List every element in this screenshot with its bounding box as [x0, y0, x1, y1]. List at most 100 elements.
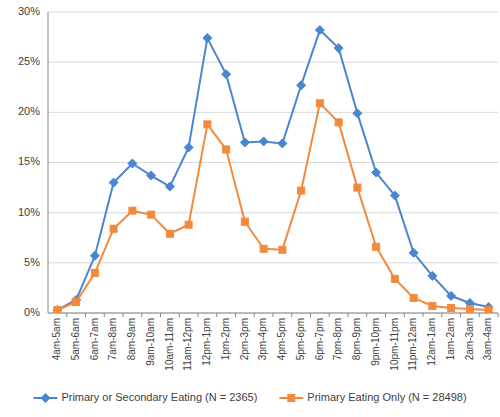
legend-label: Primary Eating Only (N = 28498)	[307, 391, 466, 403]
x-tick	[160, 313, 161, 317]
x-tick	[198, 313, 199, 317]
x-tick-label: 10pm-11pm	[389, 318, 400, 371]
grid-line	[48, 212, 498, 213]
data-point	[222, 70, 231, 79]
data-point	[223, 146, 230, 153]
data-point	[428, 271, 437, 280]
data-point	[109, 178, 118, 187]
x-tick	[104, 313, 105, 317]
data-point	[353, 109, 362, 118]
y-axis-line	[48, 12, 49, 313]
data-point	[373, 243, 380, 250]
data-point	[128, 159, 137, 168]
data-point	[147, 171, 156, 180]
x-tick	[329, 313, 330, 317]
data-point	[334, 44, 343, 53]
x-tick	[404, 313, 405, 317]
data-point	[240, 138, 249, 147]
x-tick	[460, 313, 461, 317]
x-tick-label: 4am-5am	[51, 318, 62, 360]
data-point	[429, 302, 436, 309]
data-point	[185, 221, 192, 228]
x-tick-label: 11pm-12am	[407, 318, 418, 371]
x-tick-label: 9pm-10pm	[370, 318, 381, 366]
series-line	[57, 30, 488, 310]
x-tick-label: 6pm-7pm	[314, 318, 325, 360]
y-tick-label: 15%	[18, 155, 40, 167]
x-tick	[423, 313, 424, 317]
x-tick	[479, 313, 480, 317]
data-point	[297, 81, 306, 90]
data-point	[390, 191, 399, 200]
series-line	[57, 103, 488, 310]
legend-item: Primary Eating Only (N = 28498)	[279, 391, 466, 403]
grid-line	[48, 262, 498, 263]
x-tick	[273, 313, 274, 317]
data-point	[485, 306, 492, 313]
data-point	[241, 218, 248, 225]
x-tick	[66, 313, 67, 317]
x-tick-label: 8pm-9pm	[351, 318, 362, 360]
data-point	[391, 275, 398, 282]
data-point	[53, 305, 62, 313]
x-tick-label: 4pm-5pm	[276, 318, 287, 360]
data-point	[409, 248, 418, 257]
x-tick	[385, 313, 386, 317]
data-point	[148, 211, 155, 218]
grid-line	[48, 12, 498, 13]
data-point	[315, 26, 324, 35]
x-tick	[348, 313, 349, 317]
data-point	[279, 246, 286, 253]
y-tick-label: 20%	[18, 105, 40, 117]
x-tick-label: 2am-3am	[464, 318, 475, 360]
grid-line	[48, 62, 498, 63]
x-tick	[85, 313, 86, 317]
x-tick-label: 3pm-4pm	[257, 318, 268, 360]
y-tick-label: 5%	[24, 256, 40, 268]
data-point	[203, 34, 212, 43]
data-point	[448, 304, 455, 311]
data-point	[91, 269, 98, 276]
y-tick-label: 0%	[24, 306, 40, 318]
x-tick-label: 3am-4am	[482, 318, 493, 360]
legend-marker	[288, 395, 295, 402]
data-point	[165, 182, 174, 191]
data-point	[466, 305, 473, 312]
chart: 0%5%10%15%20%25%30%4am-5am5am-6am6am-7am…	[0, 0, 500, 417]
legend-label: Primary or Secondary Eating (N = 2365)	[61, 391, 257, 403]
data-point	[410, 294, 417, 301]
x-tick	[291, 313, 292, 317]
x-tick-label: 9am-10am	[145, 318, 156, 366]
x-tick	[123, 313, 124, 317]
x-tick	[179, 313, 180, 317]
data-point	[372, 168, 381, 177]
x-tick	[498, 313, 499, 317]
data-point	[54, 306, 61, 313]
x-tick-label: 10am-11am	[164, 318, 175, 371]
x-tick	[254, 313, 255, 317]
x-tick-label: 6am-7am	[89, 318, 100, 360]
legend: Primary or Secondary Eating (N = 2365) Pr…	[33, 391, 466, 403]
x-tick-label: 7pm-8pm	[332, 318, 343, 360]
x-tick-label: 12am-1am	[426, 318, 437, 366]
x-tick	[441, 313, 442, 317]
x-tick	[366, 313, 367, 317]
data-point	[316, 100, 323, 107]
data-point	[166, 230, 173, 237]
data-point	[90, 251, 99, 260]
legend-item: Primary or Secondary Eating (N = 2365)	[33, 391, 257, 403]
data-point	[335, 119, 342, 126]
data-point	[204, 121, 211, 128]
x-tick-label: 5pm-6pm	[295, 318, 306, 360]
x-tick-label: 1pm-2pm	[220, 318, 231, 360]
x-tick-label: 1am-2am	[445, 318, 456, 360]
x-tick	[310, 313, 311, 317]
data-point	[184, 143, 193, 152]
x-tick-label: 8am-9am	[126, 318, 137, 360]
data-point	[298, 187, 305, 194]
plot-area	[53, 26, 493, 313]
legend-marker	[41, 394, 50, 403]
x-tick-label: 12pm-1pm	[201, 318, 212, 366]
x-tick	[141, 313, 142, 317]
grid-line	[48, 162, 498, 163]
